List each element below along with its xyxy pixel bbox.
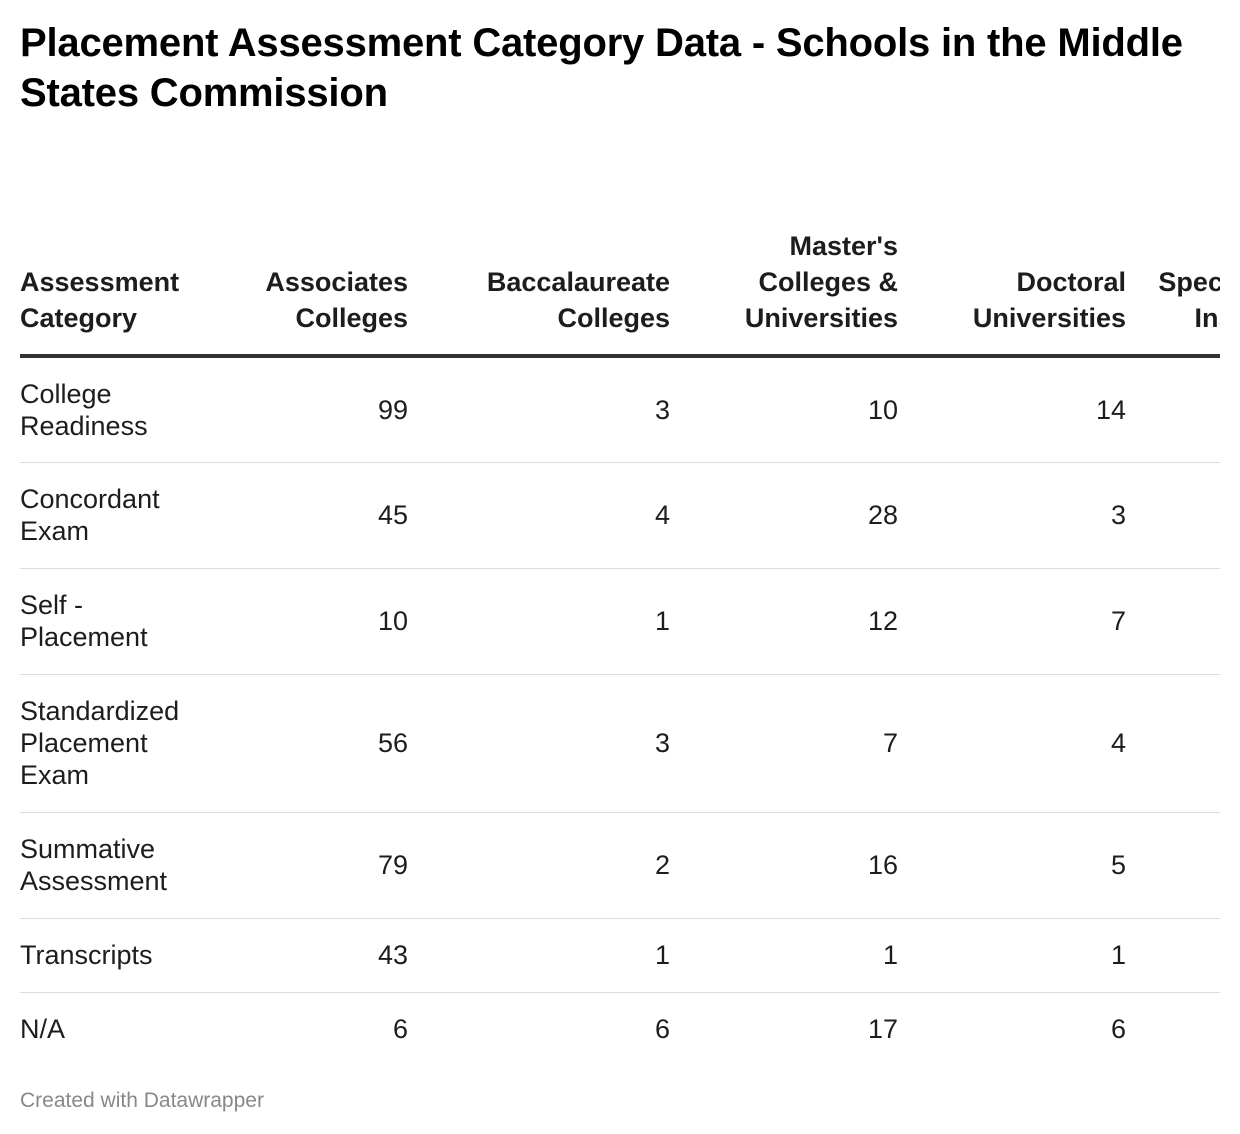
table-cell: 4	[898, 674, 1126, 813]
table-cell	[1126, 462, 1220, 569]
column-header-special-focus: Special Focus Institutions	[1126, 160, 1220, 358]
table-cell	[1126, 674, 1220, 813]
table-cell: 6	[1110, 1014, 1126, 1045]
table-row: Summative Assessment 79 2 16 5	[20, 812, 1220, 919]
table-cell: 28	[670, 462, 898, 569]
row-label: College Readiness	[20, 356, 200, 463]
table-cell: 1	[408, 568, 670, 675]
table-row: Standardized Placement Exam 56 3 7 4	[20, 674, 1220, 813]
header-row: Assessment Category Associates Colleges …	[20, 160, 1220, 358]
table-cell: 79	[200, 812, 408, 919]
table-cell: 14	[898, 356, 1126, 463]
column-header-doctoral-universities: Doctoral Universities	[898, 160, 1126, 358]
table-cell: 10	[200, 568, 408, 675]
datawrapper-credit: Created with Datawrapper	[20, 1089, 264, 1112]
table-cell: 5	[898, 812, 1126, 919]
table-row: College Readiness 99 3 10 14	[20, 356, 1220, 463]
table-cell: 4	[408, 462, 670, 569]
column-header-masters-colleges: Master's Colleges & Universities	[670, 160, 898, 358]
data-table: Assessment Category Associates Colleges …	[20, 160, 1220, 1060]
table-row: Self - Placement 10 1 12 7	[20, 568, 1220, 675]
row-label: N/A	[20, 1014, 66, 1045]
table-row: Concordant Exam 45 4 28 3	[20, 462, 1220, 569]
chart-title: Placement Assessment Category Data - Sch…	[20, 21, 1183, 115]
table-cell: 99	[200, 356, 408, 463]
table-cell: 45	[200, 462, 408, 569]
table-cell: 7	[898, 568, 1126, 675]
table-cell: 3	[408, 356, 670, 463]
table-row: Transcripts 43 1 1 1	[20, 918, 1220, 993]
column-header-associates-colleges: Associates Colleges	[200, 160, 408, 358]
table-cell: 10	[670, 356, 898, 463]
row-label: Summative Assessment	[20, 812, 200, 919]
row-label: Self - Placement	[20, 568, 200, 675]
table-cell	[1126, 356, 1220, 463]
column-header-assessment-category: Assessment Category	[20, 160, 200, 358]
table-cell: 1	[408, 918, 670, 993]
table-cell: 3	[898, 462, 1126, 569]
table-cell: 6	[654, 1014, 670, 1045]
table-cell: 16	[670, 812, 898, 919]
row-label: Concordant Exam	[20, 462, 200, 569]
row-label: Standardized Placement Exam	[20, 674, 200, 813]
table-cell	[1126, 812, 1220, 919]
table-cell: 17	[867, 1014, 898, 1045]
table-cell: 2	[408, 812, 670, 919]
table-cell	[1126, 992, 1220, 1060]
table-row: N/A 6 6 17 6	[20, 992, 1220, 1060]
data-table-container[interactable]: Assessment Category Associates Colleges …	[20, 160, 1220, 1060]
table-cell: 12	[670, 568, 898, 675]
table-cell	[1126, 918, 1220, 993]
table-cell: 7	[670, 674, 898, 813]
row-label: Transcripts	[20, 918, 200, 993]
table-cell: 1	[898, 918, 1126, 993]
table-cell	[1126, 568, 1220, 675]
table-cell: 43	[200, 918, 408, 993]
table-cell: 56	[200, 674, 408, 813]
table-cell: 3	[408, 674, 670, 813]
column-header-baccalaureate-colleges: Baccalaureate Colleges	[408, 160, 670, 358]
table-cell: 6	[392, 1014, 408, 1045]
table-cell: 1	[670, 918, 898, 993]
